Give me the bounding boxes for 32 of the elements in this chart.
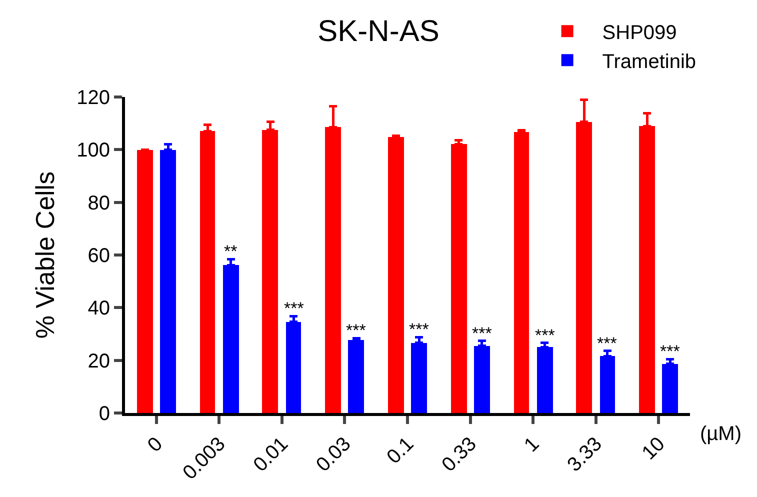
x-tick-label: 0.1 (382, 433, 418, 468)
y-tick-label: 60 (88, 245, 110, 267)
annotation: *** (346, 321, 366, 340)
bar (514, 132, 529, 413)
bar (348, 340, 364, 413)
x-tick-label: 0 (144, 433, 167, 456)
x-tick-label: 0.03 (312, 433, 356, 476)
x-tick-label: 3.33 (563, 433, 606, 476)
annotation: *** (535, 326, 556, 345)
annotation: ** (224, 242, 238, 261)
bar (137, 150, 153, 413)
x-tick-label: 0.01 (249, 433, 293, 476)
x-axis-title: (µM) (700, 423, 742, 445)
annotation: *** (597, 334, 618, 353)
annotation: *** (284, 299, 304, 318)
y-tick-label: 0 (98, 403, 110, 425)
legend-label: SHP099 (602, 22, 677, 44)
x-tick-label: 0.33 (438, 433, 481, 476)
y-tick-label: 80 (88, 192, 110, 214)
annotation: *** (660, 342, 680, 361)
y-tick-label: 40 (88, 298, 110, 320)
y-tick-label: 20 (88, 350, 110, 372)
bar (388, 137, 404, 413)
chart-title: SK-N-AS (318, 14, 440, 48)
y-axis-title: % Viable Cells (30, 171, 60, 339)
annotation: *** (409, 320, 430, 339)
y-tick-label: 100 (76, 140, 110, 162)
annotation: *** (472, 324, 492, 343)
y-tick-label: 120 (76, 87, 110, 109)
x-tick-label: 1 (520, 433, 544, 456)
x-tick-label: 10 (638, 433, 670, 464)
legend-label: Trametinib (602, 50, 696, 73)
